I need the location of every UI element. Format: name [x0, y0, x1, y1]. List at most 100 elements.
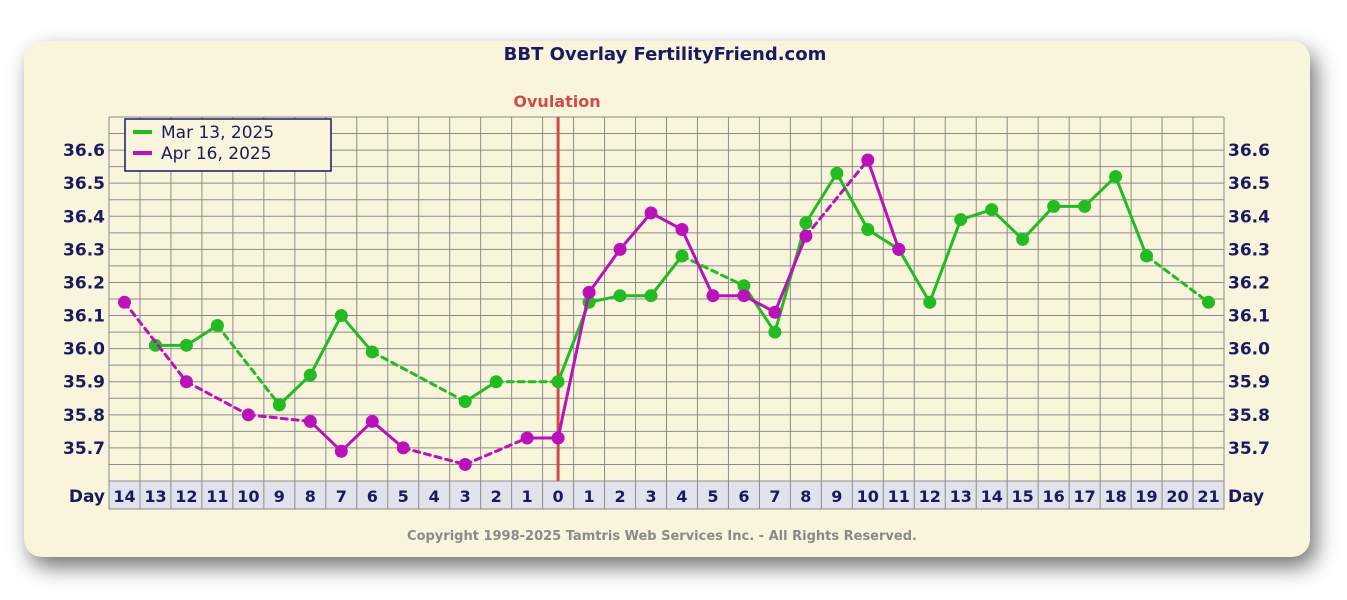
data-point: [644, 206, 658, 220]
data-point: [799, 216, 813, 230]
y-tick-label-left: 35.9: [63, 373, 105, 393]
data-point: [582, 285, 596, 299]
series-segment-dashed: [680, 254, 746, 288]
x-tick-label: 21: [1197, 487, 1219, 506]
data-point: [396, 441, 410, 455]
series-segment: [804, 171, 839, 225]
data-point: [1202, 295, 1216, 309]
x-axis-label-left: Day: [69, 487, 105, 507]
y-tick-label-left: 36.1: [63, 307, 105, 327]
series-segment: [339, 419, 374, 453]
legend-box: [124, 118, 332, 172]
copyright-text: Copyright 1998-2025 Tamtris Web Services…: [407, 529, 917, 544]
series-segment-dashed: [122, 300, 188, 384]
series-segment-dashed: [246, 413, 312, 423]
x-tick-label: 1: [522, 487, 533, 506]
data-point: [644, 289, 658, 303]
data-point: [241, 408, 255, 422]
y-tick-label-right: 36.3: [1228, 240, 1270, 260]
series-segment-dashed: [215, 323, 281, 407]
data-point: [1078, 199, 1092, 213]
data-point: [179, 375, 193, 389]
x-tick-label: 9: [274, 487, 285, 506]
x-tick-label: 1: [583, 487, 594, 506]
x-tick-label: 4: [429, 487, 440, 506]
series-segment: [1021, 204, 1056, 241]
y-tick-label-left: 35.7: [63, 439, 105, 459]
x-tick-label: 6: [367, 487, 378, 506]
x-tick-label: 20: [1166, 487, 1188, 506]
x-tick-label: 19: [1135, 487, 1157, 506]
series-segment: [680, 228, 715, 298]
legend-label: Mar 13, 2025: [161, 123, 274, 143]
x-tick-label: 8: [305, 487, 316, 506]
data-point: [675, 223, 689, 237]
data-point: [1140, 249, 1154, 263]
y-tick-label-right: 35.8: [1228, 406, 1270, 426]
x-axis-label-right: Day: [1228, 487, 1264, 507]
x-tick-label: 12: [175, 487, 197, 506]
x-tick-label: 3: [460, 487, 471, 506]
series-segment: [866, 158, 901, 251]
chart-title: BBT Overlay FertilityFriend.com: [504, 44, 827, 65]
data-point: [117, 295, 131, 309]
data-point: [365, 414, 379, 428]
series-segment-dashed: [184, 380, 250, 417]
chart-card: BBT Overlay FertilityFriend.com Ovulatio…: [24, 41, 1310, 557]
y-tick-label-left: 36.3: [63, 240, 105, 260]
data-point: [520, 431, 534, 445]
data-point: [303, 414, 317, 428]
series-segment: [649, 254, 684, 298]
x-tick-label: 11: [206, 487, 228, 506]
x-tick-label: 14: [113, 487, 135, 506]
y-tick-label-right: 35.7: [1228, 439, 1270, 459]
legend-label: Apr 16, 2025: [161, 144, 272, 164]
x-tick-label: 5: [707, 487, 718, 506]
x-tick-label: 4: [676, 487, 687, 506]
y-tick-label-right: 36.6: [1228, 141, 1270, 161]
x-tick-label: 12: [919, 487, 941, 506]
x-tick-label: 13: [144, 487, 166, 506]
series-segment: [1083, 175, 1118, 208]
series-2: [117, 153, 906, 471]
data-point: [923, 295, 937, 309]
data-point: [1016, 232, 1030, 246]
series-segment: [835, 171, 870, 232]
x-tick-label: 10: [857, 487, 879, 506]
x-tick-label: 7: [769, 487, 780, 506]
y-tick-label-right: 36.5: [1228, 174, 1270, 194]
x-tick-label: 2: [614, 487, 625, 506]
x-tick-label: 15: [1012, 487, 1034, 506]
data-point: [551, 375, 565, 389]
x-tick-label: 17: [1073, 487, 1095, 506]
data-point: [613, 289, 627, 303]
x-tick-label: 11: [888, 487, 910, 506]
x-tick-label: 6: [738, 487, 749, 506]
series-segment: [618, 211, 653, 251]
series-segment-dashed: [401, 446, 467, 466]
data-point: [1109, 170, 1123, 184]
data-point: [458, 395, 472, 409]
y-tick-label-right: 36.4: [1228, 207, 1270, 227]
data-point: [737, 289, 751, 303]
data-point: [737, 279, 751, 293]
y-tick-label-left: 36.4: [63, 207, 105, 227]
x-tick-label: 18: [1104, 487, 1126, 506]
series-segment: [587, 247, 622, 294]
data-point: [272, 398, 286, 412]
data-point: [768, 325, 782, 339]
x-tick-label: 5: [398, 487, 409, 506]
series-segment-dashed: [1145, 254, 1211, 304]
data-point: [334, 444, 348, 458]
series-segment: [308, 314, 343, 377]
data-point: [861, 153, 875, 167]
data-point: [830, 166, 844, 180]
series-segment-dashed: [463, 436, 529, 466]
data-point: [1047, 199, 1061, 213]
x-tick-label: 3: [645, 487, 656, 506]
y-tick-label-right: 36.2: [1228, 273, 1270, 293]
bbt-chart: BBT Overlay FertilityFriend.com Ovulatio…: [63, 44, 1270, 544]
data-point: [613, 242, 627, 256]
x-tick-label: 7: [336, 487, 347, 506]
data-point: [985, 203, 999, 217]
